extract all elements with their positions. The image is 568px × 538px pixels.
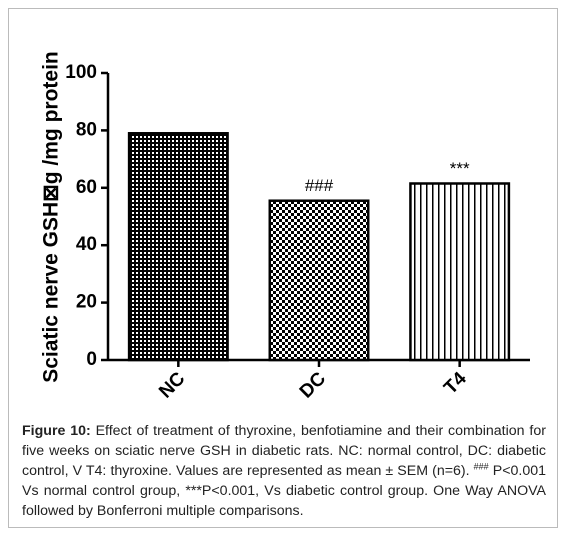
- y-tick-label: 0: [86, 349, 97, 370]
- caption: Figure 10: Effect of treatment of thyrox…: [22, 421, 546, 521]
- bar: [268, 199, 370, 362]
- caption-text: P<0.001 Vs normal control group, ***P<0.…: [22, 463, 546, 519]
- y-tick-label: 100: [65, 62, 97, 83]
- bar: [127, 132, 229, 362]
- y-tick-label: 20: [76, 292, 97, 313]
- y-tick-label: 60: [76, 177, 97, 198]
- y-tick-label: 40: [76, 234, 97, 255]
- chart: Sciatic nerve GSH⊠g /mg protein 0 20 40 60 8…: [40, 51, 530, 402]
- x-tick-label: T4: [440, 368, 471, 399]
- caption-text: Effect of treatment of thyroxine, benfot…: [22, 423, 546, 479]
- y-axis-label: Sciatic nerve GSH⊠g /mg protein: [40, 51, 63, 383]
- x-tick-label: DC: [296, 368, 330, 402]
- figure-frame: [8, 8, 558, 528]
- y-tick-label: 80: [76, 119, 97, 140]
- bar-annotation: ***: [450, 159, 470, 178]
- caption-label: Figure 10:: [22, 423, 91, 439]
- bar: [409, 182, 511, 362]
- bar-annotation: ###: [305, 176, 334, 195]
- caption-sup: ###: [473, 461, 489, 472]
- x-tick-label: NC: [155, 368, 189, 402]
